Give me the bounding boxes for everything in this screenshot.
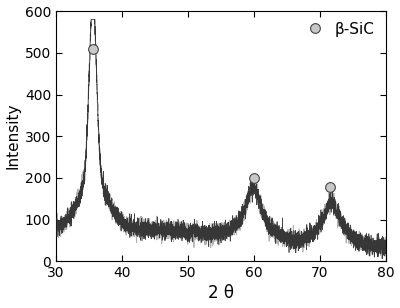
Y-axis label: Intensity: Intensity: [6, 103, 20, 169]
Legend: β-SiC: β-SiC: [297, 19, 378, 40]
X-axis label: 2 θ: 2 θ: [208, 285, 234, 302]
